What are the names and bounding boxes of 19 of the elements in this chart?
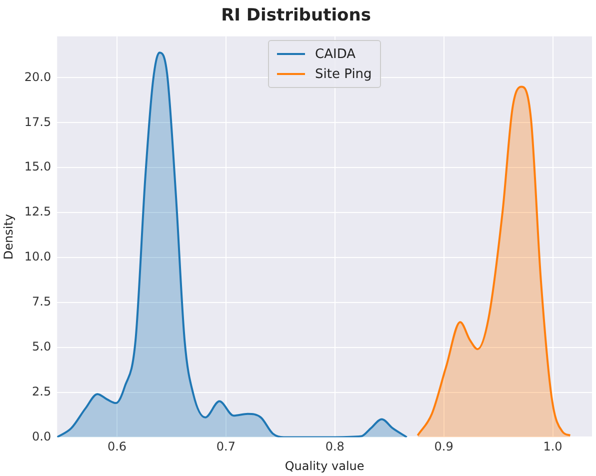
y-tick-label: 17.5 [24, 114, 52, 129]
x-tick-label: 1.0 [543, 440, 562, 454]
y-tick-label: 12.5 [24, 204, 52, 219]
x-tick-label: 0.7 [216, 440, 236, 454]
y-tick-label: 2.5 [32, 384, 52, 398]
y-tick-label: 5.0 [32, 339, 52, 354]
chart-title: RI Distributions [221, 6, 371, 26]
legend-label: CAIDA [315, 46, 356, 62]
y-tick-label: 7.5 [32, 294, 52, 309]
x-tick-label: 0.8 [325, 440, 344, 454]
x-tick-label: 0.6 [107, 440, 127, 454]
legend-label: Site Ping [315, 66, 372, 82]
y-axis-title: Density [1, 214, 16, 260]
x-tick-label: 0.9 [434, 440, 454, 454]
y-tick-label: 15.0 [24, 160, 52, 174]
y-tick-label: 0.0 [32, 429, 52, 444]
y-tick-label: 10.0 [24, 250, 52, 264]
y-tick-label: 20.0 [24, 70, 52, 84]
x-axis-title: Quality value [284, 458, 364, 473]
